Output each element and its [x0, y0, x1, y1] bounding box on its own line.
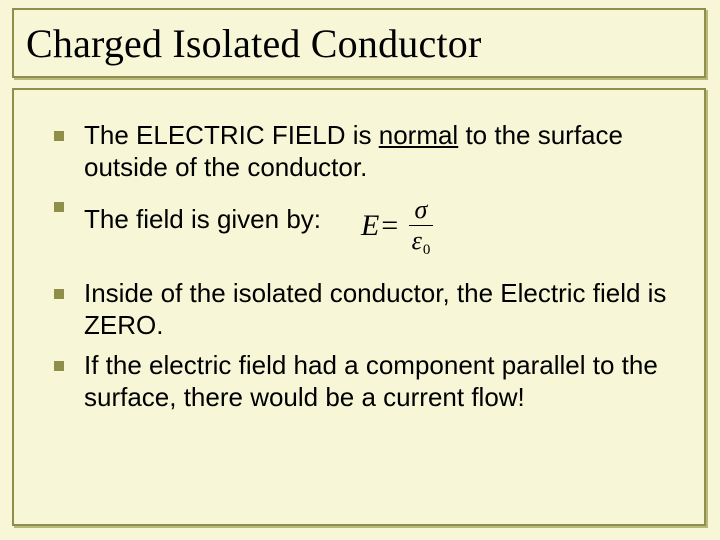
bullet-item: The field is given by: E = σ ε 0	[42, 191, 676, 248]
bullet-inline-row: The field is given by: E = σ ε 0	[84, 191, 676, 248]
bullet-item: The ELECTRIC FIELD is normal to the surf…	[42, 120, 676, 183]
bullet-text-underlined: normal	[379, 120, 458, 150]
bullet-text: Inside of the isolated conductor, the El…	[84, 278, 666, 340]
formula: E = σ ε 0	[361, 197, 434, 254]
formula-denominator-symbol: ε	[412, 228, 422, 254]
formula-denominator: ε 0	[408, 226, 435, 254]
bullet-text: If the electric field had a component pa…	[84, 350, 658, 412]
formula-denominator-subscript: 0	[423, 243, 431, 258]
bullet-text: The field is given by:	[84, 204, 321, 236]
bullet-item: If the electric field had a component pa…	[42, 350, 676, 413]
slide-title: Charged Isolated Conductor	[26, 20, 481, 67]
formula-equals: =	[379, 208, 399, 245]
bullet-item: Inside of the isolated conductor, the El…	[42, 278, 676, 341]
formula-fraction: σ ε 0	[408, 197, 435, 254]
formula-lhs: E	[361, 208, 379, 245]
body-frame: The ELECTRIC FIELD is normal to the surf…	[12, 88, 706, 526]
formula-numerator: σ	[409, 197, 434, 226]
slide: Charged Isolated Conductor The ELECTRIC …	[0, 0, 720, 540]
bullet-text-part: The ELECTRIC FIELD is	[84, 120, 379, 150]
title-frame: Charged Isolated Conductor	[12, 8, 706, 78]
bullet-list: The ELECTRIC FIELD is normal to the surf…	[42, 120, 676, 413]
